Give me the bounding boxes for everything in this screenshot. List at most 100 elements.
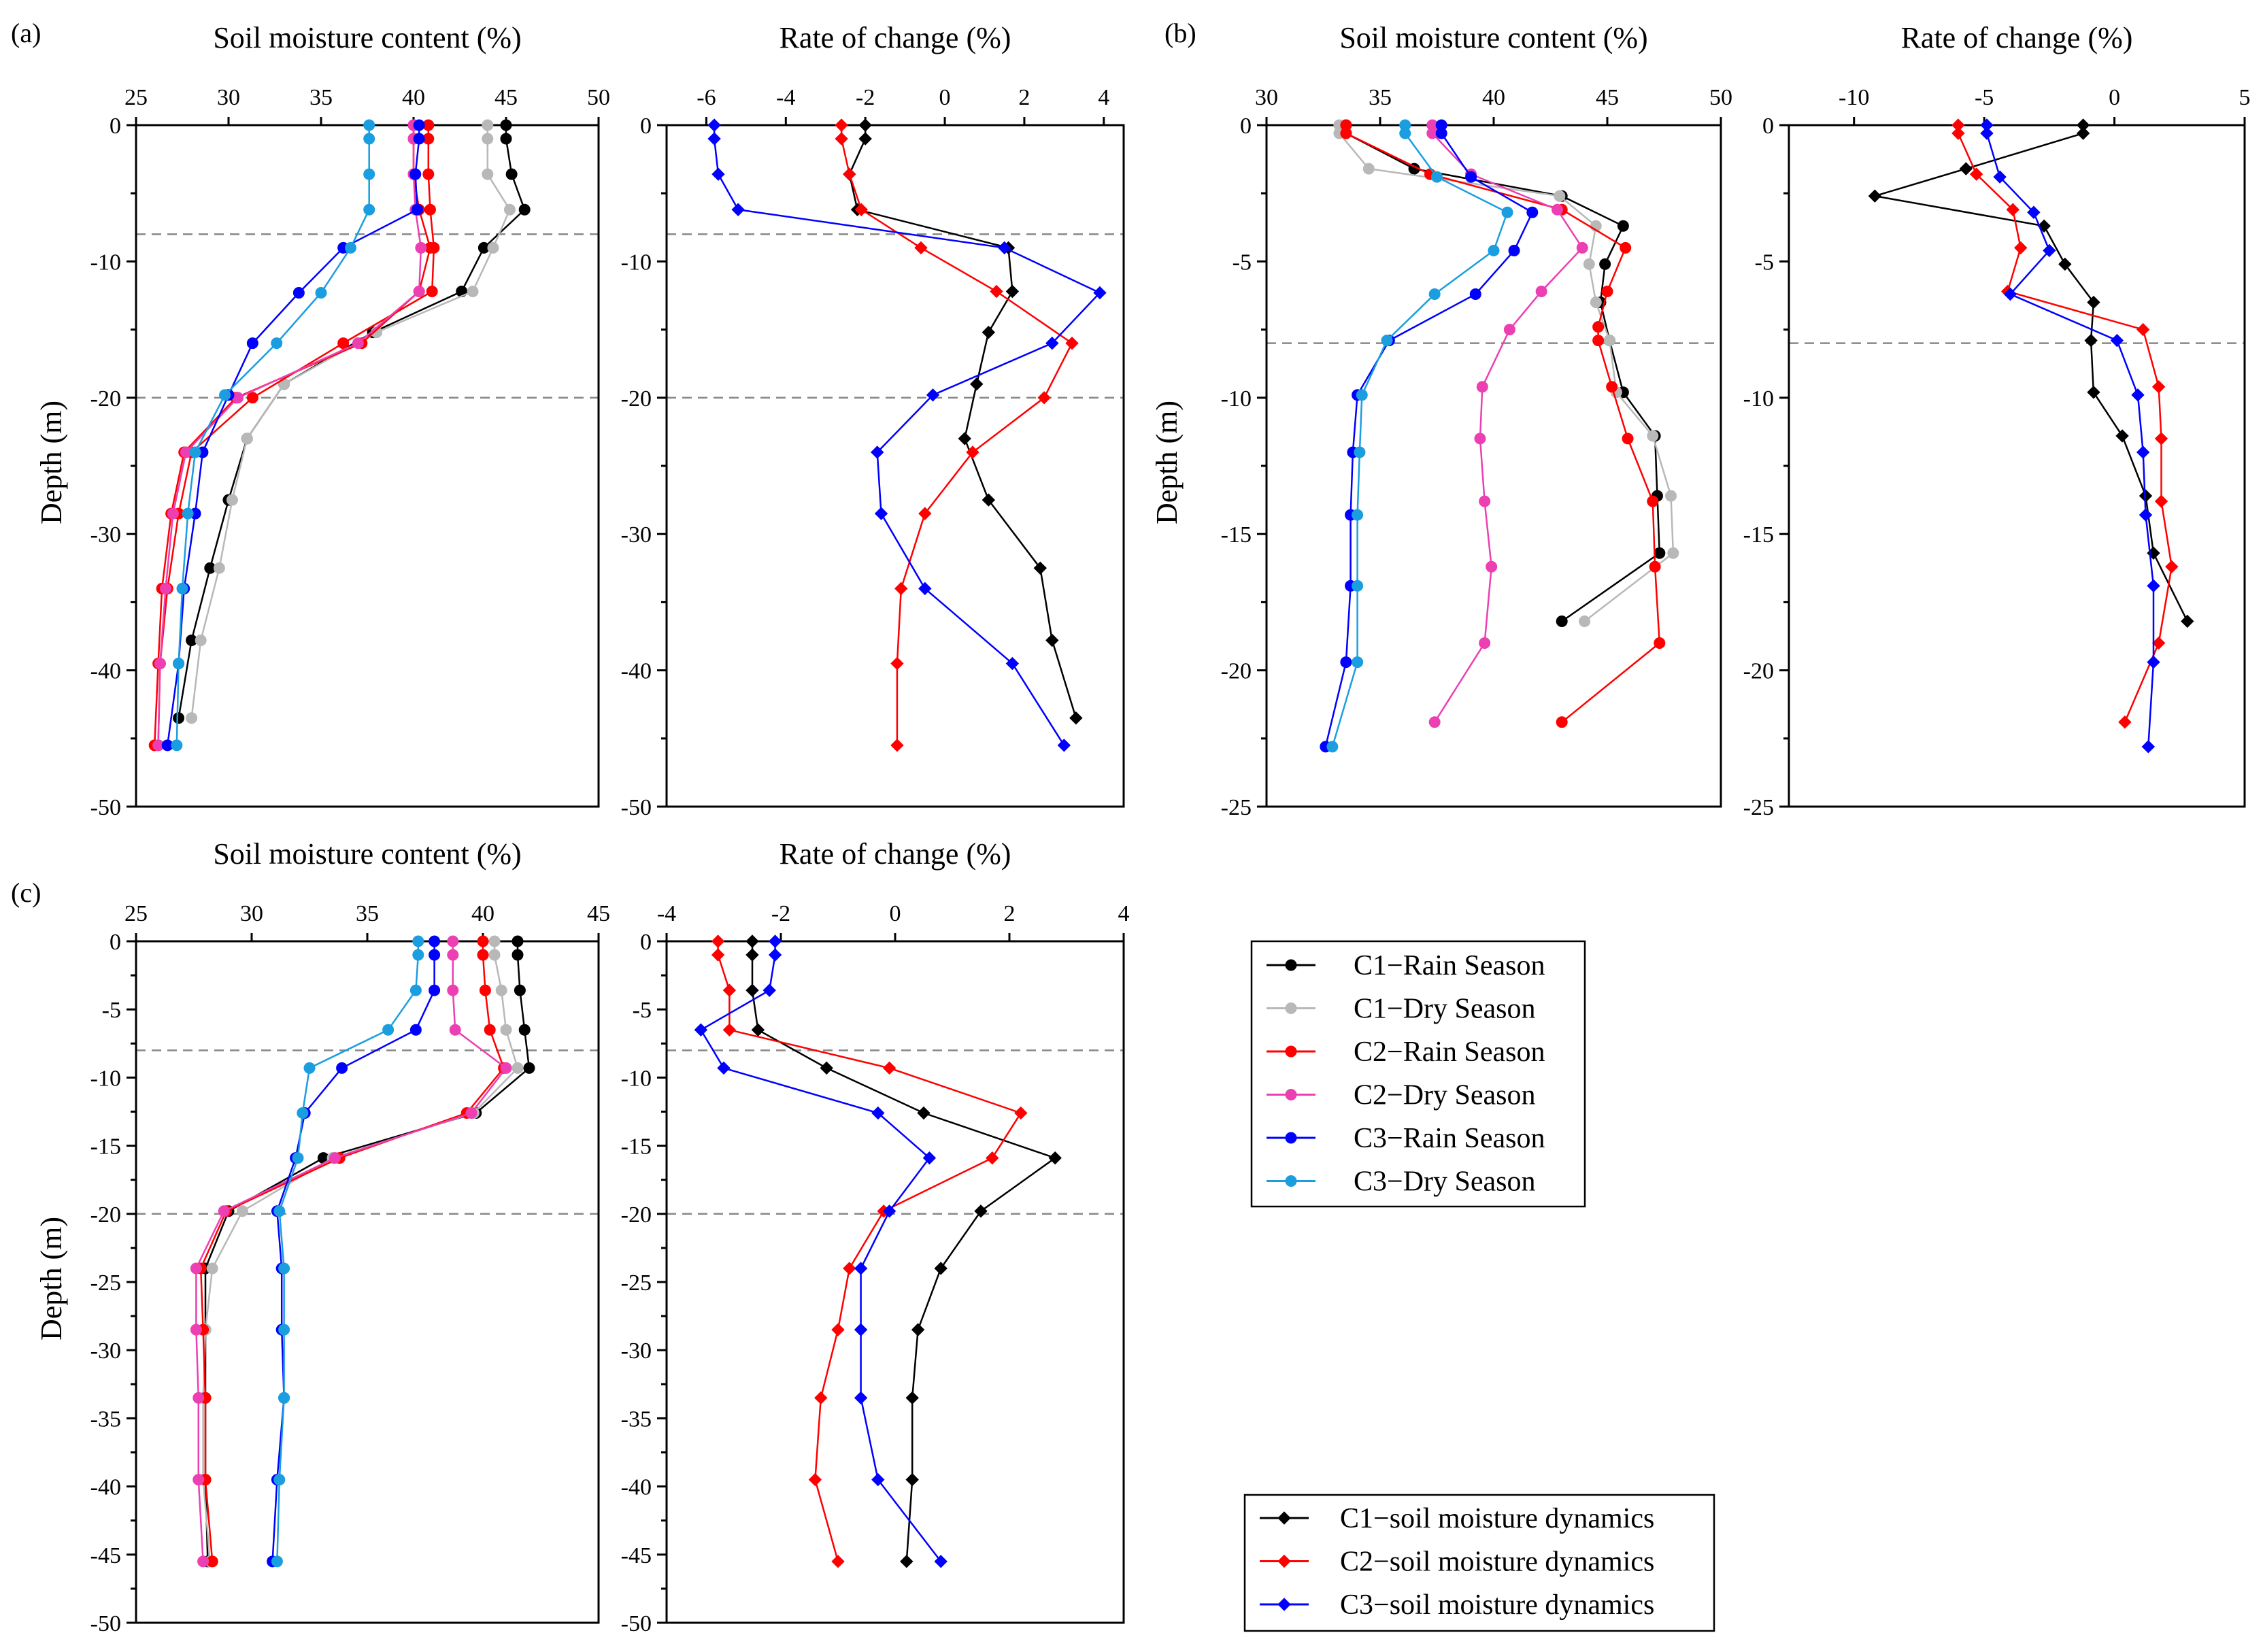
b-rate-y-tick-label: 0: [1762, 114, 1774, 139]
c-rate-data-point: [871, 1472, 885, 1487]
b-moisture-axes-frame: [1265, 124, 1722, 808]
a-rate-data-point: [926, 388, 940, 402]
a-moisture-series-1: [186, 119, 516, 724]
a-moisture-series-4: [152, 119, 427, 752]
c-moisture-data-point: [271, 1555, 283, 1568]
legend-dynamics-swatch-marker: [1277, 1554, 1291, 1568]
c-moisture-data-point: [477, 949, 489, 961]
c-rate-x-tick-label: 2: [1004, 901, 1016, 926]
plot-a-soil-moisture: Soil moisture content (%) 25 30 35 40 45 50 0 -1…: [90, 21, 610, 820]
a-rate-data-point: [835, 132, 848, 146]
a-rate-data-point: [1057, 739, 1071, 752]
legend-seasons-swatch-marker: [1285, 959, 1297, 971]
c-rate-data-point: [882, 1204, 896, 1218]
a-rate-data-point: [958, 432, 971, 445]
b-rate-data-point: [1980, 127, 1994, 140]
b-moisture-data-point: [1479, 637, 1491, 650]
a-rate-y-tick-label: -50: [621, 795, 652, 820]
c-rate-x-tick-label: -4: [657, 901, 676, 926]
b-rate-y-tick-label: -15: [1743, 522, 1774, 547]
b-moisture-data-point: [1503, 324, 1515, 336]
legend-seasons-swatch-marker: [1285, 1132, 1297, 1144]
a-rate-data-point: [997, 241, 1011, 255]
a-moisture-data-point: [173, 712, 185, 724]
b-moisture-data-point: [1428, 288, 1441, 300]
c-moisture-series-line: [276, 941, 420, 1562]
c-rate-axes-frame: [665, 940, 1125, 1624]
c-rate-data-point: [986, 1151, 999, 1165]
a-moisture-data-point: [424, 203, 436, 216]
b-rate-data-point: [1868, 189, 1882, 203]
b-moisture-data-point: [1501, 206, 1513, 218]
legend-seasons-label: C2−Dry Season: [1354, 1080, 1536, 1111]
a-rate-data-point: [1045, 633, 1059, 647]
b-moisture-data-point: [1592, 335, 1605, 347]
c-moisture-data-point: [523, 1062, 535, 1074]
a-moisture-data-point: [482, 133, 494, 145]
a-rate-x-tick-label: 2: [1018, 85, 1030, 110]
b-rate-data-point: [2110, 333, 2124, 348]
c-rate-data-point: [711, 948, 725, 962]
c-moisture-data-point: [206, 1262, 218, 1275]
c-moisture-series-line: [202, 941, 519, 1562]
c-rate-y-tick-label: -40: [621, 1475, 652, 1500]
b-moisture-data-point: [1474, 433, 1486, 445]
b-moisture-series-5: [1326, 119, 1513, 753]
c-rate-data-point: [820, 1061, 833, 1075]
c-rate-data-point: [1014, 1106, 1028, 1120]
a-rate-title: Rate of change (%): [780, 21, 1011, 54]
c-moisture-data-point: [447, 935, 459, 947]
a-rate-data-point: [835, 118, 848, 132]
c-moisture-data-point: [429, 935, 441, 947]
legend-dynamics-label: C2−soil moisture dynamics: [1340, 1547, 1654, 1578]
c-moisture-data-point: [382, 1024, 395, 1036]
c-rate-y-tick-label: -20: [621, 1202, 652, 1228]
c-moisture-data-point: [488, 935, 501, 947]
a-rate-data-point: [890, 656, 904, 671]
b-moisture-data-point: [1381, 335, 1393, 347]
c-moisture-data-point: [465, 1107, 477, 1119]
c-moisture-data-point: [412, 935, 424, 947]
b-rate-data-point: [1969, 167, 1983, 181]
c-rate-data-point: [974, 1204, 988, 1218]
a-moisture-series-line: [178, 125, 526, 718]
a-moisture-data-point: [345, 241, 357, 254]
b-moisture-data-point: [1352, 656, 1364, 669]
c-rate-y-tick-label: -35: [621, 1406, 652, 1432]
b-rate-title: Rate of change (%): [1901, 21, 2133, 54]
a-moisture-data-point: [189, 446, 201, 458]
b-rate-data-point: [1951, 127, 1965, 140]
a-rate-data-point: [1065, 336, 1079, 350]
a-moisture-data-point: [415, 241, 427, 254]
b-rate-data-point: [2151, 636, 2166, 650]
b-rate-data-point: [2043, 243, 2056, 258]
a-moisture-series-3: [148, 119, 436, 752]
c-rate-data-point: [722, 1023, 737, 1036]
b-rate-data-point: [2027, 205, 2041, 219]
a-moisture-data-point: [363, 119, 375, 131]
a-moisture-data-point: [337, 337, 350, 350]
a-moisture-data-point: [241, 433, 253, 445]
depth-axis-title-c: Depth (m): [35, 1217, 68, 1341]
c-rate-data-point: [922, 1151, 937, 1165]
a-moisture-series-line: [157, 125, 422, 745]
a-moisture-data-point: [167, 507, 179, 520]
a-moisture-data-point: [176, 582, 188, 594]
a-moisture-data-point: [292, 286, 305, 299]
a-moisture-y-tick-label: 0: [110, 114, 121, 139]
c-rate-data-point: [934, 1262, 948, 1275]
a-moisture-data-point: [505, 168, 518, 180]
b-rate-data-point: [2147, 655, 2160, 669]
c-rate-title: Rate of change (%): [780, 837, 1011, 871]
a-moisture-series-line: [153, 125, 431, 745]
a-rate-series-line: [848, 125, 1077, 719]
a-moisture-y-tick-label: -30: [90, 522, 121, 547]
a-moisture-data-point: [518, 203, 531, 216]
b-moisture-x-tick-label: 40: [1482, 85, 1505, 110]
a-moisture-data-point: [500, 119, 512, 131]
c-rate-y-tick-label: -10: [621, 1066, 652, 1091]
c-moisture-data-point: [500, 1024, 512, 1036]
a-moisture-data-point: [182, 507, 194, 520]
c-moisture-y-tick-label: -25: [90, 1270, 121, 1296]
b-moisture-data-point: [1526, 206, 1539, 218]
